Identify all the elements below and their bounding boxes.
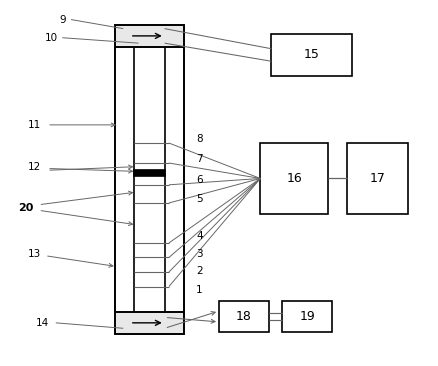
Text: 7: 7 [196, 154, 203, 164]
Text: 15: 15 [304, 48, 319, 61]
Text: 10: 10 [45, 33, 58, 44]
Bar [115, 312, 184, 334]
Text: 11: 11 [28, 120, 41, 130]
Text: 20: 20 [18, 203, 33, 213]
Text: 6: 6 [196, 175, 203, 185]
Text: 8: 8 [196, 134, 203, 145]
Bar [271, 34, 352, 76]
Text: 9: 9 [59, 15, 66, 25]
Bar [260, 143, 328, 214]
Text: 12: 12 [28, 162, 41, 172]
Bar [115, 25, 184, 47]
Text: 1: 1 [196, 285, 203, 295]
Text: 16: 16 [286, 172, 302, 185]
Text: 5: 5 [196, 194, 203, 204]
Text: 18: 18 [236, 310, 252, 323]
Bar [219, 301, 269, 332]
Text: 4: 4 [196, 231, 203, 241]
Text: 19: 19 [299, 310, 315, 323]
Bar [347, 143, 408, 214]
Bar [282, 301, 332, 332]
Text: 3: 3 [196, 249, 203, 259]
Text: 14: 14 [36, 318, 49, 328]
Text: 17: 17 [370, 172, 386, 185]
Text: 13: 13 [28, 249, 41, 259]
Bar [134, 170, 165, 176]
Text: 2: 2 [196, 266, 203, 276]
